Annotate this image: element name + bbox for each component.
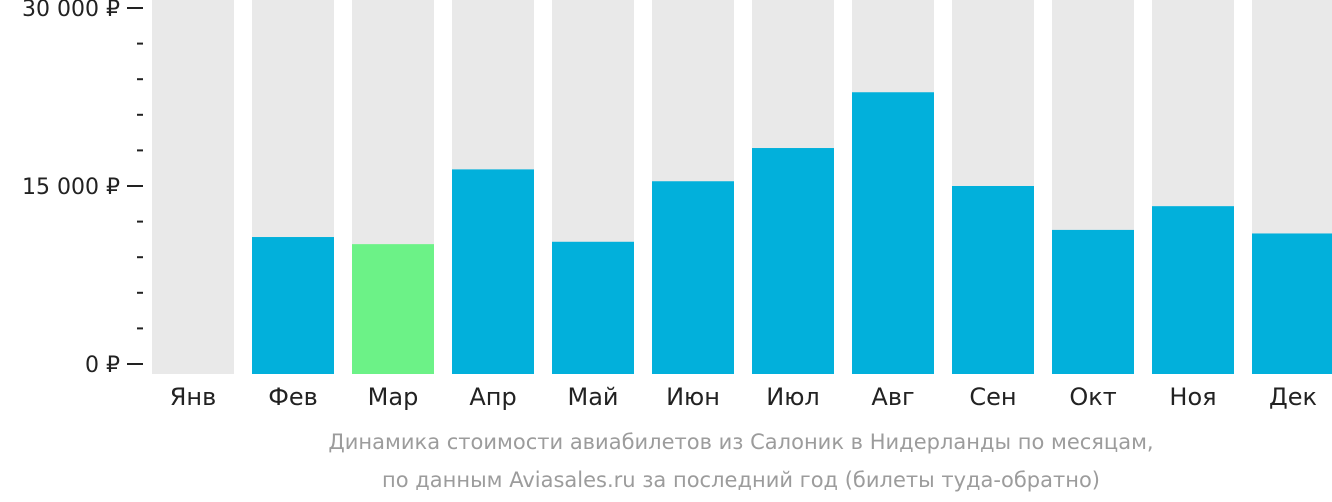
bar-7 xyxy=(752,148,834,374)
bars xyxy=(252,92,1332,375)
y-axis: 0 ₽ 15 000 ₽ 30 000 ₽ xyxy=(22,0,143,378)
y-tick-label: 30 000 ₽ xyxy=(22,0,120,22)
chart-caption-line-2: по данным Aviasales.ru за последний год … xyxy=(382,468,1100,492)
bar-12 xyxy=(1252,233,1332,374)
x-tick-label: Дек xyxy=(1269,383,1317,411)
bar-5 xyxy=(552,241,634,374)
x-tick-label: Май xyxy=(567,383,618,411)
bar-10 xyxy=(1052,229,1134,374)
bar-9 xyxy=(952,186,1034,374)
bar-6 xyxy=(652,181,734,374)
x-tick-label: Июл xyxy=(766,383,820,411)
x-tick-label: Окт xyxy=(1069,383,1116,411)
x-tick-label: Янв xyxy=(170,383,217,411)
x-tick-label: Мар xyxy=(368,383,419,411)
x-tick-label: Сен xyxy=(969,383,1016,411)
y-tick-label: 0 ₽ xyxy=(85,353,120,378)
bar-11 xyxy=(1152,206,1234,374)
x-tick-label: Ноя xyxy=(1169,383,1216,411)
x-tick-label: Фев xyxy=(268,383,318,411)
bar-2 xyxy=(252,237,334,374)
x-tick-label: Апр xyxy=(469,383,516,411)
x-tick-label: Июн xyxy=(666,383,720,411)
x-axis: Янв Фев Мар Апр Май Июн Июл Авг Сен Окт Ноя Дек xyxy=(170,383,1317,411)
bar-4 xyxy=(452,169,534,374)
bar-8 xyxy=(852,92,934,375)
x-tick-label: Авг xyxy=(871,383,914,411)
column-background xyxy=(152,0,234,374)
bar-3 xyxy=(352,244,434,374)
y-tick-label: 15 000 ₽ xyxy=(22,175,120,200)
chart-caption-line-1: Динамика стоимости авиабилетов из Салони… xyxy=(328,430,1154,454)
